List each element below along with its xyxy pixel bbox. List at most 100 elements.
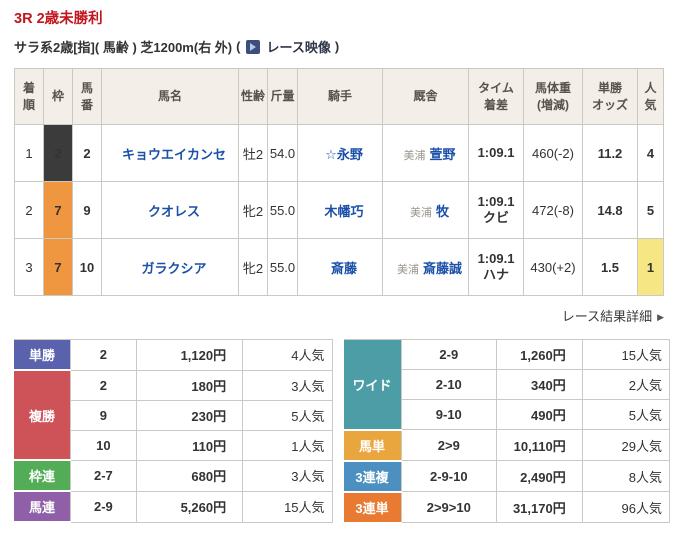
payout-amount: 490円 bbox=[496, 399, 583, 430]
bet-type-quinella: 馬連 bbox=[14, 491, 71, 523]
horse-name-link[interactable]: クオレス bbox=[147, 203, 200, 219]
time-margin-cell: 1:09.1 クビ bbox=[468, 181, 524, 239]
payout-popularity: 5人気 bbox=[581, 399, 671, 430]
results-header-row: 着 順 枠 馬 番 馬名 性齢 斤量 騎手 厩舎 タイム 着差 馬体重 (増減)… bbox=[14, 68, 664, 125]
col-jockey: 騎手 bbox=[297, 68, 383, 125]
horse-number: 2 bbox=[72, 124, 102, 182]
jockey-link[interactable]: 斎藤 bbox=[330, 260, 357, 276]
payout-row: ワイド 2-9 1,260円 15人気 bbox=[343, 339, 671, 431]
payout-section: 単勝 2 1,120円 4人気 複勝 2 180円 3人気 9 230円 5人気 bbox=[14, 339, 671, 524]
col-finish-order: 着 順 bbox=[14, 68, 44, 125]
payout-amount: 10,110円 bbox=[496, 429, 583, 461]
race-video-link[interactable]: レース映像 bbox=[266, 40, 331, 55]
horse-weight: 430(+2) bbox=[523, 238, 583, 296]
stable-area: 美浦 bbox=[409, 206, 432, 219]
stable-area: 美浦 bbox=[403, 149, 426, 162]
race-result-detail-link[interactable]: レース結果詳細 ▶ bbox=[561, 309, 664, 324]
payout-popularity: 1人気 bbox=[242, 429, 333, 461]
bet-type-wide: ワイド bbox=[343, 339, 402, 431]
payout-popularity: 15人気 bbox=[242, 490, 333, 523]
col-popularity: 人 気 bbox=[637, 68, 664, 125]
weight-carried: 54.0 bbox=[267, 124, 298, 182]
horse-name-cell: キョウエイカンセ bbox=[101, 124, 239, 182]
payout-amount: 680円 bbox=[135, 459, 244, 492]
popularity: 4 bbox=[637, 124, 664, 182]
payout-amount: 110円 bbox=[135, 429, 244, 461]
combination: 9-10 bbox=[400, 399, 498, 430]
horse-weight: 472(-8) bbox=[523, 181, 583, 239]
col-horse-number: 馬 番 bbox=[72, 68, 102, 125]
payout-popularity: 29人気 bbox=[581, 429, 671, 461]
bet-type-exacta: 馬単 bbox=[343, 429, 402, 462]
combination: 2 bbox=[70, 369, 137, 401]
payout-row: 単勝 2 1,120円 4人気 bbox=[14, 339, 333, 371]
payout-row: 2-10 340円 2人気 bbox=[344, 369, 671, 400]
result-row: 2 7 9 クオレス 牝2 55.0 木幡巧 美浦牧 1:09.1 クビ 472(… bbox=[14, 181, 664, 239]
trainer-link[interactable]: 萱野 bbox=[429, 146, 456, 162]
combination: 2-9 bbox=[70, 490, 137, 523]
combination: 2 bbox=[70, 339, 137, 371]
horse-name-link[interactable]: ガラクシア bbox=[141, 260, 207, 276]
payout-popularity: 5人気 bbox=[242, 399, 333, 431]
horse-number: 10 bbox=[72, 238, 102, 296]
trainer-link[interactable]: 斎藤誠 bbox=[422, 260, 462, 276]
bet-type-trifecta: 3連単 bbox=[343, 491, 402, 524]
win-odds: 14.8 bbox=[582, 181, 638, 239]
col-stable: 厩舎 bbox=[382, 68, 469, 125]
bet-type-win: 単勝 bbox=[14, 339, 71, 371]
stable-cell: 美浦 斎藤誠 bbox=[382, 238, 469, 296]
finish-time: 1:09.1 bbox=[477, 144, 515, 160]
jockey-link[interactable]: 木幡巧 bbox=[324, 203, 364, 219]
payout-amount: 1,260円 bbox=[496, 339, 583, 370]
payout-row: 枠連 2-7 680円 3人気 bbox=[14, 459, 333, 492]
combination: 2-7 bbox=[70, 459, 137, 492]
horse-weight: 460(-2) bbox=[523, 124, 583, 182]
payout-table-left: 単勝 2 1,120円 4人気 複勝 2 180円 3人気 9 230円 5人気 bbox=[14, 339, 333, 523]
finish-time: 1:09.1 bbox=[477, 193, 515, 209]
payout-amount: 1,120円 bbox=[135, 339, 244, 371]
col-weight-carried: 斤量 bbox=[267, 68, 298, 125]
payout-popularity: 2人気 bbox=[581, 369, 671, 400]
bet-type-trio: 3連複 bbox=[343, 460, 402, 493]
col-horse-weight: 馬体重 (増減) bbox=[523, 68, 583, 125]
jockey-cell: ☆永野 bbox=[297, 124, 383, 182]
stable-cell: 美浦牧 bbox=[382, 181, 469, 239]
finish-time: 1:09.1 bbox=[477, 250, 515, 266]
finish-margin: クビ bbox=[482, 210, 509, 225]
result-row: 3 7 10 ガラクシア 牝2 55.0 斎藤 美浦 斎藤誠 1:09.1 ハナ 4… bbox=[14, 238, 664, 296]
finish-position: 3 bbox=[14, 238, 44, 296]
bet-type-place: 複勝 bbox=[14, 370, 71, 461]
chevron-right-icon: ▶ bbox=[657, 312, 664, 322]
col-sex-age: 性齢 bbox=[238, 68, 268, 125]
combination: 2>9>10 bbox=[400, 491, 498, 523]
payout-popularity: 3人気 bbox=[242, 459, 333, 492]
horse-name-link[interactable]: キョウエイカンセ bbox=[121, 146, 226, 162]
jockey-link[interactable]: ☆永野 bbox=[325, 146, 363, 162]
finish-position: 2 bbox=[14, 181, 44, 239]
payout-amount: 2,490円 bbox=[496, 460, 583, 492]
weight-carried: 55.0 bbox=[267, 181, 298, 239]
combination: 9 bbox=[70, 399, 137, 431]
frame-number: 7 bbox=[43, 238, 73, 296]
payout-amount: 340円 bbox=[496, 369, 583, 400]
payout-amount: 5,260円 bbox=[135, 490, 244, 523]
payout-row: 9-10 490円 5人気 bbox=[344, 399, 671, 430]
combination: 2-9 bbox=[400, 339, 498, 370]
payout-popularity: 8人気 bbox=[581, 460, 671, 492]
results-table: 着 順 枠 馬 番 馬名 性齢 斤量 騎手 厩舎 タイム 着差 馬体重 (増減)… bbox=[14, 68, 664, 296]
trainer-link[interactable]: 牧 bbox=[435, 203, 449, 219]
finish-margin: ハナ bbox=[482, 267, 509, 282]
video-paren-close: ) bbox=[334, 39, 340, 54]
payout-row: 9 230円 5人気 bbox=[14, 399, 333, 431]
time-margin-cell: 1:09.1 bbox=[468, 124, 524, 182]
stable-cell: 美浦 萱野 bbox=[382, 124, 469, 182]
win-odds: 1.5 bbox=[582, 238, 638, 296]
col-frame: 枠 bbox=[43, 68, 73, 125]
race-video-icon[interactable] bbox=[246, 39, 261, 54]
stable-area: 美浦 bbox=[396, 263, 419, 276]
horse-name-cell: ガラクシア bbox=[101, 238, 239, 296]
weight-carried: 55.0 bbox=[267, 238, 298, 296]
payout-amount: 31,170円 bbox=[496, 491, 583, 523]
payout-table-right: ワイド 2-9 1,260円 15人気 2-10 340円 2人気 9-10 4… bbox=[343, 339, 671, 524]
